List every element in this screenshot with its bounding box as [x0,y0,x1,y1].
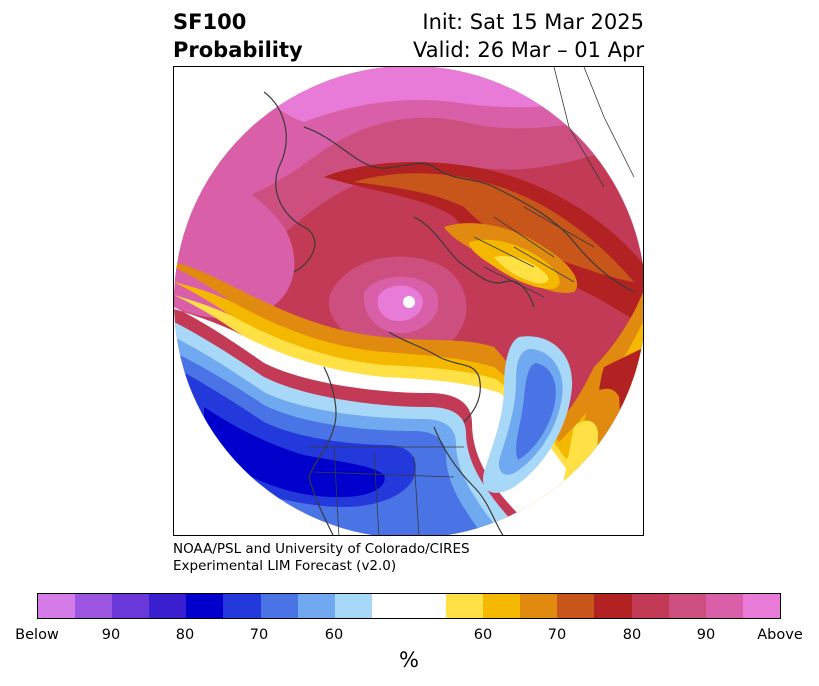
credit-block: NOAA/PSL and University of Colorado/CIRE… [173,541,470,575]
colorbar-above-2 [520,594,558,618]
coastline-greenland [388,331,481,423]
colorbar-below-2 [112,594,150,618]
tick-above-60: 60 [473,627,493,643]
colorbar-above-6 [668,594,706,618]
colorbar-above-4 [594,594,632,618]
field-neutral [174,307,643,535]
colorbar-above-7 [705,594,743,618]
colorbar-below-1 [75,594,113,618]
coastlines [263,67,635,535]
country-borders-africa [553,67,635,188]
field-below-atlantic-3 [516,363,556,460]
colorbar-below-0 [38,594,76,618]
colorbar-below-7 [297,594,335,618]
coastline-americas-west [308,366,337,535]
init-date: Init: Sat 15 Mar 2025 [422,10,644,34]
tick-below-80: 80 [175,627,195,643]
tick-below: Below [15,627,59,643]
colorbar-above-0 [446,594,484,618]
coastline-west [263,91,316,273]
tick-below-70: 70 [249,627,269,643]
valid-range: Valid: 26 Mar – 01 Apr [413,38,644,62]
field-pole-core [377,285,423,321]
credit-line-1: NOAA/PSL and University of Colorado/CIRE… [173,541,470,557]
title-block-right: Init: Sat 15 Mar 2025 Valid: 26 Mar – 01… [413,8,644,64]
colorbar-above-3 [557,594,595,618]
colorbar-neutral [371,594,447,618]
tick-below-60: 60 [324,627,344,643]
country-borders-na [309,446,464,535]
forecast-map-canvas [174,67,643,535]
colorbar-unit: % [399,648,419,672]
tick-above: Above [757,627,803,643]
colorbar-above-1 [483,594,521,618]
colorbar-below-8 [334,594,372,618]
tick-below-90: 90 [101,627,121,643]
credit-line-2: Experimental LIM Forecast (v2.0) [173,558,397,574]
title-block-left: SF100 Probability [173,8,303,64]
colorbar-above-8 [742,594,780,618]
colorbar-below-5 [223,594,261,618]
pole-marker [403,296,415,308]
colorbar [37,593,781,619]
tick-above-90: 90 [696,627,716,643]
coastline-eurasia [303,126,635,293]
forecast-map [173,66,644,536]
country-borders-eurasia [473,206,595,298]
product-title: Probability [173,38,303,62]
variable-title: SF100 [173,10,247,34]
field-below-90 [204,407,385,498]
field-above-low [494,256,549,284]
colorbar-below-3 [149,594,187,618]
colorbar-above-5 [631,594,669,618]
tick-above-80: 80 [622,627,642,643]
colorbar-below-6 [260,594,298,618]
tick-above-70: 70 [547,627,567,643]
probability-field [174,67,643,535]
colorbar-below-4 [186,594,224,618]
